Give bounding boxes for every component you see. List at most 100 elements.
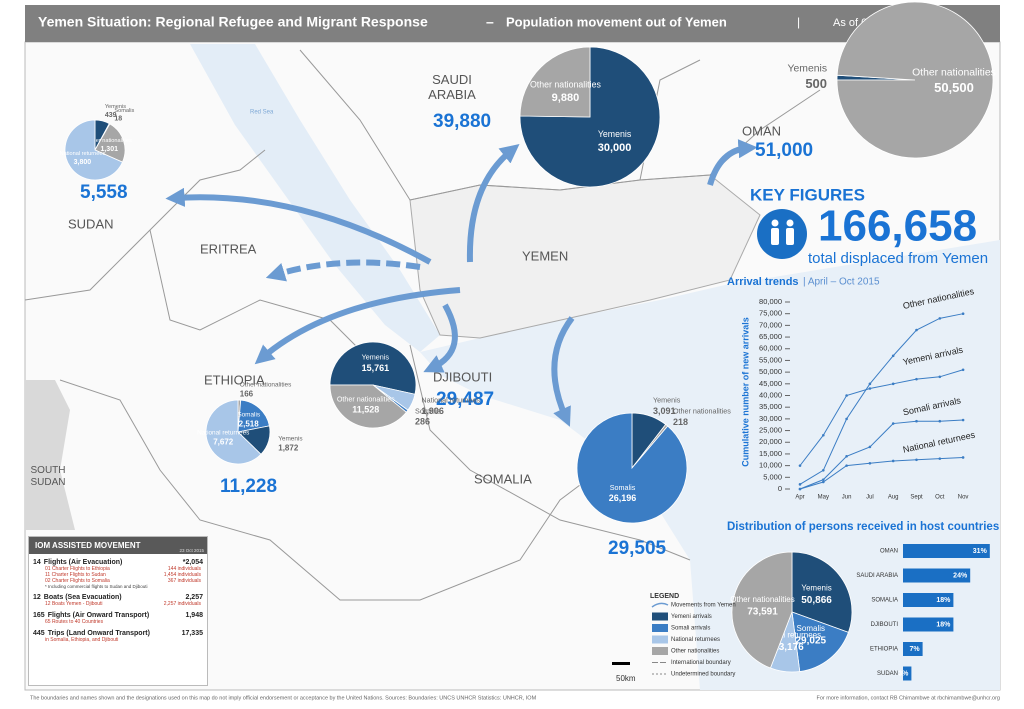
trend-line [799,313,964,485]
slice-name: National returnees [60,151,106,157]
slice-value: 73,591 [747,607,778,618]
x-tick-label: Jun [842,495,852,501]
slice-value: 26,196 [609,493,637,503]
iom-row-label: 14 Flights (Air Evacuation) [33,559,122,566]
y-tick-label: 10,000 [759,461,782,470]
iom-detail-label: 01 Charter Flights to Ethiopia [45,566,110,572]
trend-point [868,382,872,386]
iom-row-label: 12 Boats (Sea Evacuation) [33,594,122,601]
slice-name: Somalis [415,406,441,415]
bar-category: SOMALIA [871,598,898,604]
bar-value: 3% [898,670,909,677]
legend-swatch [652,612,668,621]
trend-point [961,312,965,315]
totals: 39,880 51,000 5,558 29,487 11,228 29,505 [80,111,813,559]
slice-name: National returnees [197,430,249,437]
red-sea [190,44,440,352]
y-tick-label: 80,000 [759,297,782,306]
slice-name: Yemenis [801,583,831,592]
y-tick-label: 0 [778,484,782,493]
trend-point [891,382,895,386]
subtitle: Population movement out of Yemen [506,14,727,29]
iom-count: 12 [33,594,41,601]
iom-row-label: 445 Trips (Land Onward Transport) [33,630,150,637]
country-label: DJIBOUTI [433,369,492,384]
pie-slice [94,123,126,163]
pie-slice [237,399,270,433]
arrow-sudan [165,187,432,265]
iom-detail: 01 Charter Flights to Ethiopia 144 indivi… [29,566,207,572]
chart-subtitle: | April – Oct 2015 [803,277,880,288]
iom-label: Flights (Air Onward Transport) [47,612,150,619]
country-label: OMAN [742,123,781,138]
sea-label: Red Sea [250,110,274,116]
iom-total: 2,257 [185,594,203,601]
trend-point [915,458,918,462]
country-total: 29,487 [436,389,494,410]
trend-point [822,478,825,481]
slice-name: Yemenis [105,104,126,110]
iom-detail-label: 11 Charter Flights to Sudan [45,572,106,578]
y-axis-label: Cumulative number of new arrivals [740,317,750,467]
country-label: SAUDI ARABIA [428,72,476,102]
trend-point [891,422,895,425]
iom-note: * Including commercial flights to Sudan … [45,584,148,589]
country-total: 29,505 [608,538,667,559]
iom-detail-value: 144 individuals [167,566,201,572]
people-icon [757,209,807,259]
south-sudan-shape [25,380,75,530]
slice-name: Other nationalities [240,382,292,389]
pie-slice [329,341,417,395]
people-icon-figures [771,219,794,245]
bar [903,666,912,681]
legend-swatch [652,624,668,632]
trend-line [799,369,964,466]
trend-point [961,368,965,372]
slice-value: 439 [105,112,117,119]
trend-point [868,445,872,449]
slice-name: Somalis [610,483,636,492]
bar-value: 31% [973,548,988,555]
iom-count: 165 [33,612,45,619]
y-tick-label: 45,000 [759,379,782,388]
slice-value: 30,000 [598,142,632,154]
x-tick-label: Nov [958,495,969,501]
scale-label: 50km [616,674,636,683]
y-tick-label: 35,000 [759,402,782,411]
iom-detail: 02 Charter Flights to Somalia 367 individ… [29,578,207,584]
y-tick-label: 70,000 [759,320,782,329]
slice-value: 50,500 [934,80,974,95]
bar-category: ETHIOPIA [870,647,898,653]
arrow-oman [707,139,758,186]
arrow-djibouti [423,303,458,373]
trend-point [798,483,802,486]
trend-line [799,456,964,490]
slice-name: Yemenis [788,64,827,75]
slice-value: 500 [805,76,827,91]
trend-point [915,419,918,423]
iom-detail-value: 2,257 individuals [163,601,201,607]
iom-label: Flights (Air Evacuation) [43,559,123,566]
divider: | [797,15,800,29]
arrow-eritrea [265,259,421,282]
trend-point [822,433,825,437]
iom-row: 445 Trips (Land Onward Transport) 17,335 [29,625,207,637]
bar-value: 7% [909,646,920,653]
iom-detail-value: 367 individuals [167,578,201,584]
pie-slice [791,611,849,672]
gulf-of-aden [420,240,1000,690]
trend-point [915,328,918,332]
slice-name: Yemenis [362,353,390,362]
arrow-somalia [551,316,575,427]
slice-name: Other nationalities [673,407,731,416]
separator: – [486,14,494,30]
trend-point [891,354,895,358]
arrow-saudi [466,144,520,263]
slice-value: 286 [415,417,430,427]
y-tick-label: 20,000 [759,437,782,446]
iom-count: 14 [33,559,41,566]
country-total: 11,228 [220,476,277,497]
slice-value: 166 [240,390,254,399]
